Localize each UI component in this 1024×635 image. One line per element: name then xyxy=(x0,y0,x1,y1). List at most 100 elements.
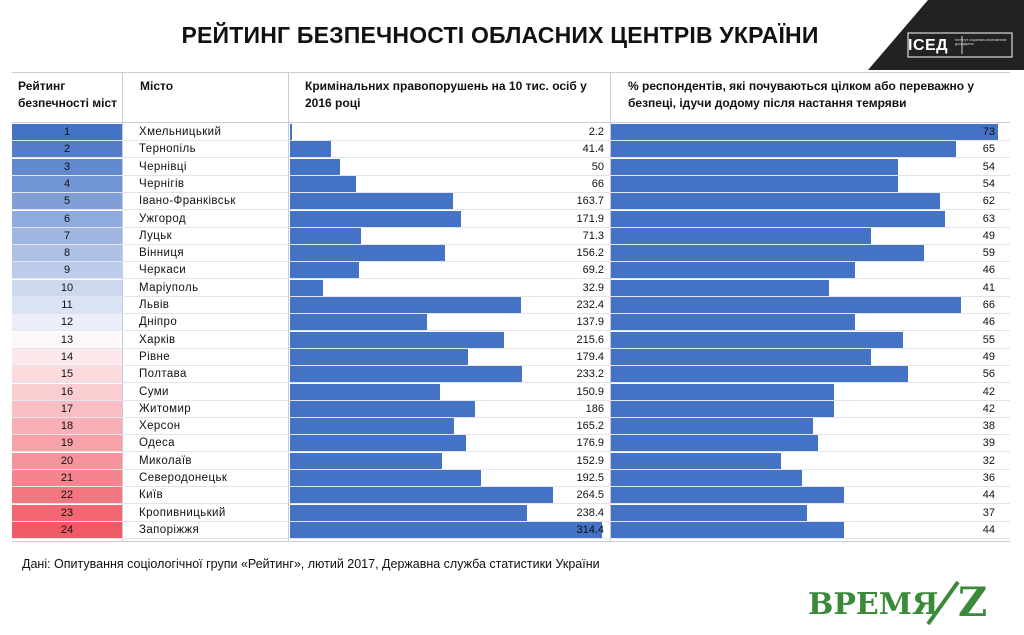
safety-bar xyxy=(611,348,872,365)
row-divider xyxy=(12,503,1010,505)
safety-bar xyxy=(611,314,856,331)
table-bottom-border xyxy=(12,541,1010,542)
safety-value: 49 xyxy=(982,350,995,363)
table-row: 21 Северодонецьк 192.5 36 xyxy=(12,470,1010,487)
table-row: 16 Суми 150.9 42 xyxy=(12,383,1010,401)
rank-cell: 21 xyxy=(12,470,122,486)
city-cell: Київ xyxy=(139,489,164,502)
row-divider xyxy=(12,486,1010,487)
city-cell: Северодонецьк xyxy=(139,472,228,484)
city-cell: Кропивницький xyxy=(139,506,226,519)
rank-cell: 12 xyxy=(12,314,122,331)
table-row: 9 Черкаси 69.2 46 xyxy=(12,262,1010,280)
crime-bar xyxy=(290,487,553,504)
safety-bar xyxy=(611,366,909,383)
rank-cell: 14 xyxy=(12,348,122,365)
crime-value: 192.5 xyxy=(576,472,604,484)
safety-bar xyxy=(611,418,813,435)
crime-value: 163.7 xyxy=(576,195,604,208)
safety-value: 55 xyxy=(982,333,995,346)
city-cell: Дніпро xyxy=(139,316,178,329)
table-row: 4 Чернігів 66 54 xyxy=(12,175,1010,193)
row-divider xyxy=(12,140,1010,141)
crime-value: 66 xyxy=(591,177,604,190)
city-cell: Чернігів xyxy=(139,177,185,190)
table-row: 2 Тернопіль 41.4 65 xyxy=(12,141,1010,159)
crime-value: 71.3 xyxy=(582,229,604,242)
safety-value: 41 xyxy=(982,281,995,294)
safety-value: 46 xyxy=(982,264,995,277)
city-cell: Харків xyxy=(139,333,176,346)
row-divider xyxy=(12,451,1010,453)
crime-bar xyxy=(290,124,293,140)
row-divider xyxy=(12,434,1010,436)
row-divider xyxy=(12,382,1010,384)
crime-bar xyxy=(290,297,521,313)
crime-value: 41.4 xyxy=(582,143,604,156)
rank-cell: 3 xyxy=(12,158,122,175)
row-divider xyxy=(12,209,1010,211)
crime-bar xyxy=(290,470,482,486)
crime-bar xyxy=(290,245,446,262)
safety-value: 65 xyxy=(982,143,995,156)
crime-value: 171.9 xyxy=(576,212,604,225)
rank-cell: 24 xyxy=(12,521,122,538)
source-note: Дані: Опитування соціологічної групи «Ре… xyxy=(22,557,600,571)
column-divider xyxy=(610,72,611,542)
rank-cell: 6 xyxy=(12,210,122,227)
rank-cell: 11 xyxy=(12,297,122,313)
rank-cell: 23 xyxy=(12,504,122,521)
ised-logo xyxy=(868,0,1024,70)
safety-bar xyxy=(611,470,803,486)
crime-bar xyxy=(290,521,603,538)
safety-bar xyxy=(611,435,818,452)
crime-bar xyxy=(290,175,356,192)
safety-value: 42 xyxy=(982,402,995,415)
safety-bar xyxy=(611,158,898,175)
crime-bar xyxy=(290,504,527,521)
crime-bar xyxy=(290,210,461,227)
crime-value: 233.2 xyxy=(576,368,604,381)
rank-cell: 2 xyxy=(12,141,122,158)
safety-value: 56 xyxy=(982,368,995,381)
crime-value: 179.4 xyxy=(576,350,604,363)
row-divider xyxy=(12,157,1010,159)
row-divider xyxy=(12,399,1010,401)
rank-cell: 22 xyxy=(12,487,122,504)
crime-bar xyxy=(290,366,522,383)
header-safety: % респондентів, які почуваються цілком а… xyxy=(628,79,975,110)
rank-cell: 17 xyxy=(12,400,122,417)
crime-value: 264.5 xyxy=(576,489,604,502)
rank-cell: 19 xyxy=(12,435,122,452)
safety-bar xyxy=(611,400,834,417)
city-cell: Херсон xyxy=(139,420,181,433)
row-divider xyxy=(12,191,1010,193)
crime-value: 2.2 xyxy=(588,126,604,138)
crime-bar xyxy=(290,348,469,365)
city-cell: Хмельницький xyxy=(139,126,222,138)
table-row: 24 Запоріжжя 314.4 44 xyxy=(12,521,1010,539)
table-row: 15 Полтава 233.2 56 xyxy=(12,366,1010,384)
safety-bar xyxy=(611,124,999,140)
safety-value: 46 xyxy=(982,316,995,329)
crime-bar xyxy=(290,418,455,435)
table-row: 7 Луцьк 71.3 49 xyxy=(12,227,1010,245)
crime-bar xyxy=(290,141,332,158)
row-divider xyxy=(12,261,1010,263)
row-divider xyxy=(12,347,1010,349)
row-divider xyxy=(12,468,1010,470)
safety-value: 44 xyxy=(982,489,995,502)
header-city: Місто xyxy=(140,79,174,93)
safety-bar xyxy=(611,227,872,244)
table-row: 11 Львів 232.4 66 xyxy=(12,297,1010,314)
safety-bar xyxy=(611,210,946,227)
crime-bar xyxy=(290,314,428,331)
crime-bar xyxy=(290,452,442,469)
table-row: 20 Миколаїв 152.9 32 xyxy=(12,452,1010,470)
header-crime: Кримінальних правопорушень на 10 тис. ос… xyxy=(305,79,587,110)
safety-bar xyxy=(611,331,903,348)
city-cell: Черкаси xyxy=(139,264,187,277)
row-divider xyxy=(12,416,1010,418)
safety-value: 36 xyxy=(982,472,995,484)
city-cell: Житомир xyxy=(139,402,192,415)
